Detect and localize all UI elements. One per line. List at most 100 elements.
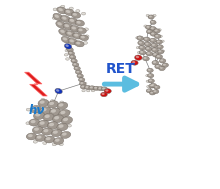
Ellipse shape (149, 91, 156, 95)
Ellipse shape (156, 40, 162, 44)
Ellipse shape (148, 16, 150, 17)
Ellipse shape (51, 100, 53, 101)
Ellipse shape (101, 92, 107, 97)
Ellipse shape (147, 15, 148, 16)
Ellipse shape (131, 60, 138, 65)
Ellipse shape (81, 12, 86, 15)
Ellipse shape (51, 129, 62, 137)
Ellipse shape (139, 42, 142, 44)
Ellipse shape (50, 100, 54, 103)
Ellipse shape (59, 124, 64, 128)
Ellipse shape (78, 29, 83, 31)
Ellipse shape (66, 58, 69, 60)
Ellipse shape (147, 86, 149, 87)
Ellipse shape (59, 103, 64, 107)
Ellipse shape (147, 52, 150, 54)
Ellipse shape (153, 14, 156, 17)
Ellipse shape (136, 56, 139, 58)
Ellipse shape (105, 89, 108, 92)
Ellipse shape (61, 15, 71, 22)
Ellipse shape (59, 109, 70, 117)
Ellipse shape (158, 29, 160, 30)
Ellipse shape (44, 136, 55, 143)
Ellipse shape (68, 38, 78, 45)
Ellipse shape (68, 125, 70, 126)
Ellipse shape (72, 59, 75, 61)
Ellipse shape (82, 90, 85, 92)
Ellipse shape (63, 37, 67, 40)
Ellipse shape (150, 92, 153, 93)
Ellipse shape (70, 26, 80, 32)
Ellipse shape (158, 50, 164, 54)
Ellipse shape (48, 101, 58, 108)
Ellipse shape (54, 9, 56, 10)
Ellipse shape (78, 74, 81, 76)
Ellipse shape (57, 123, 68, 131)
Ellipse shape (70, 56, 73, 57)
Ellipse shape (57, 102, 68, 110)
Ellipse shape (66, 110, 70, 113)
Ellipse shape (73, 33, 82, 39)
Ellipse shape (152, 60, 159, 65)
Ellipse shape (154, 29, 160, 33)
Ellipse shape (143, 37, 150, 42)
Ellipse shape (29, 119, 40, 126)
Ellipse shape (67, 124, 72, 127)
Ellipse shape (153, 53, 156, 55)
Ellipse shape (76, 10, 78, 11)
Ellipse shape (85, 35, 89, 38)
Ellipse shape (85, 28, 87, 30)
Ellipse shape (61, 6, 63, 7)
Ellipse shape (97, 87, 104, 91)
Ellipse shape (153, 61, 156, 63)
Ellipse shape (27, 136, 29, 137)
Ellipse shape (149, 79, 152, 81)
Ellipse shape (66, 10, 70, 13)
Ellipse shape (84, 42, 86, 43)
Ellipse shape (44, 129, 48, 132)
Ellipse shape (84, 86, 88, 88)
Ellipse shape (148, 74, 151, 76)
Ellipse shape (86, 35, 87, 37)
Ellipse shape (66, 31, 76, 37)
Ellipse shape (42, 128, 53, 135)
Ellipse shape (151, 84, 154, 86)
Ellipse shape (140, 51, 143, 53)
Ellipse shape (79, 78, 82, 80)
Ellipse shape (151, 33, 154, 34)
Ellipse shape (150, 38, 156, 43)
Ellipse shape (81, 85, 84, 87)
Ellipse shape (77, 21, 81, 24)
Ellipse shape (69, 55, 76, 59)
Ellipse shape (161, 40, 163, 41)
Ellipse shape (148, 69, 151, 71)
Ellipse shape (158, 45, 161, 47)
Ellipse shape (91, 90, 95, 92)
Ellipse shape (80, 82, 83, 84)
Ellipse shape (136, 37, 138, 38)
Ellipse shape (150, 32, 157, 36)
Ellipse shape (155, 35, 158, 37)
Ellipse shape (76, 10, 80, 12)
Ellipse shape (67, 32, 72, 35)
Ellipse shape (132, 61, 135, 63)
Ellipse shape (143, 56, 149, 61)
Ellipse shape (146, 14, 150, 17)
Ellipse shape (68, 51, 75, 56)
Ellipse shape (64, 43, 72, 49)
Ellipse shape (52, 115, 64, 122)
Ellipse shape (53, 138, 64, 144)
Ellipse shape (70, 40, 74, 42)
Ellipse shape (47, 122, 59, 129)
Ellipse shape (84, 87, 86, 88)
Ellipse shape (145, 43, 149, 45)
Ellipse shape (151, 39, 154, 41)
Ellipse shape (160, 67, 163, 69)
Ellipse shape (94, 87, 97, 89)
Ellipse shape (145, 25, 152, 30)
Ellipse shape (71, 59, 77, 63)
Ellipse shape (60, 30, 65, 33)
Ellipse shape (147, 85, 150, 88)
Ellipse shape (150, 84, 153, 86)
Ellipse shape (81, 36, 85, 38)
